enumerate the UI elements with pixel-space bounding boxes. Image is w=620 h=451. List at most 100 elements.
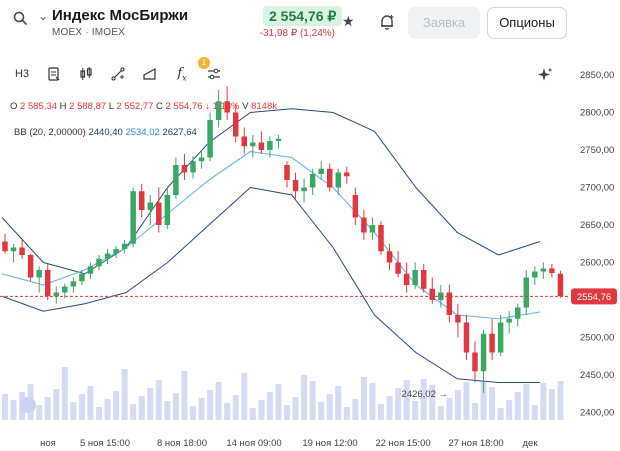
sparkle-icon[interactable] [536, 66, 554, 84]
candle-body [207, 120, 213, 158]
candle-body [386, 251, 393, 263]
volume-bar [326, 394, 333, 420]
candle-body [378, 225, 384, 252]
volume-bar [352, 399, 359, 420]
volume-bar [446, 398, 453, 420]
indicators-icon[interactable]: fx [177, 65, 187, 83]
candle-body [181, 165, 188, 173]
bb-lower-line [1, 186, 540, 383]
volume-bar [472, 403, 478, 420]
volume-bar [181, 371, 188, 420]
volume-bar [138, 396, 145, 420]
volume-bar [463, 382, 470, 420]
candle-body [2, 241, 8, 252]
bell-plus-icon[interactable] [378, 13, 396, 31]
volume-bar [514, 392, 521, 420]
volume-bar [523, 384, 530, 420]
volume-bar [61, 367, 68, 420]
volume-bar [360, 377, 367, 420]
candle-body [87, 266, 94, 274]
chart-type-icon[interactable] [40, 62, 68, 86]
x-tick-label: 27 ноя 18:00 [448, 438, 503, 449]
volume-bar [548, 389, 555, 420]
volume-bar [454, 390, 461, 420]
candle-body [489, 333, 495, 353]
volume-bar [301, 375, 308, 420]
x-tick-label: 22 ноя 15:00 [375, 438, 430, 449]
candle-body [463, 322, 470, 353]
x-tick-label: 19 ноя 12:00 [302, 438, 357, 449]
candle-body [292, 180, 299, 192]
chevron-down-icon[interactable]: ⌄ [38, 9, 49, 23]
watermark-logo [20, 397, 36, 413]
volume-bar [386, 396, 393, 420]
star-icon[interactable]: ★ [342, 13, 355, 29]
volume-bar [70, 402, 77, 420]
volume-bar [378, 404, 384, 420]
volume-bar [36, 405, 43, 420]
volume-bar [207, 390, 214, 420]
volume-bar [437, 406, 444, 420]
timeframe-button[interactable]: Н3 [14, 68, 30, 80]
options-button[interactable]: Опционы [487, 7, 567, 39]
search-icon[interactable] [13, 11, 27, 25]
candle-body [301, 187, 307, 192]
candle-body [36, 270, 42, 278]
volume-bar [190, 406, 196, 420]
x-tick-label: 14 ноя 09:00 [226, 438, 281, 449]
y-tick-label: 2450,00 [580, 370, 614, 381]
volume-bar [369, 383, 376, 420]
volume-bar [258, 400, 265, 420]
candle-body [361, 217, 367, 233]
y-tick-label: 2650,00 [580, 220, 614, 231]
shapes-icon[interactable] [136, 62, 164, 86]
candle-body [232, 112, 239, 137]
candle-body [275, 138, 282, 141]
volume-bar [121, 369, 128, 420]
candle-body [420, 270, 427, 289]
y-tick-label: 2750,00 [580, 145, 614, 156]
volume-bar [10, 400, 17, 420]
candle-body [344, 172, 350, 177]
volume-bar [87, 386, 94, 420]
candle-body [412, 270, 418, 285]
candle-body [173, 165, 179, 195]
candle-body [44, 270, 51, 297]
candle-body [335, 172, 341, 188]
volume-bar [335, 386, 342, 420]
candle-body [429, 288, 435, 300]
last-price-label: 2554,76 [577, 292, 611, 303]
volume-bar [172, 393, 179, 420]
indicator-count-badge: 1 [198, 57, 210, 69]
settings-sliders-icon[interactable] [200, 62, 228, 86]
candle-body [309, 174, 316, 188]
volume-bar [420, 379, 427, 420]
price-chart[interactable]: 2850,00 2800,00 2750,00 2700,00 2650,00 2600,… [0, 60, 620, 451]
candle-body [70, 281, 77, 287]
volume-bar [249, 408, 256, 420]
candle-body [19, 247, 25, 255]
candle-body [62, 286, 68, 293]
candle-body [121, 243, 128, 249]
volume-bar [412, 401, 419, 420]
candle-body [403, 273, 410, 285]
bollinger-legend[interactable]: BB (20, 2,00000) 2440,40 2534,02 2627,64 [14, 127, 197, 138]
trendline-icon[interactable] [104, 62, 132, 86]
volume-bar [147, 388, 154, 420]
candle-body [532, 271, 538, 278]
volume-bar [309, 381, 316, 420]
candle-body [198, 157, 205, 162]
x-tick-label: дек [523, 438, 539, 449]
order-button[interactable]: Заявка [408, 7, 480, 39]
volume-bar [318, 402, 325, 420]
volume-bar [232, 395, 239, 420]
y-tick-label: 2800,00 [580, 108, 614, 119]
candles-icon[interactable] [72, 62, 100, 86]
candle-body [549, 268, 555, 273]
instrument-title[interactable]: Индекс МосБиржи [52, 7, 189, 24]
candle-body [446, 292, 453, 315]
y-tick-label: 2700,00 [580, 183, 614, 194]
candle-body [326, 168, 333, 188]
volume-bar [130, 404, 137, 420]
candle-body [113, 249, 119, 254]
